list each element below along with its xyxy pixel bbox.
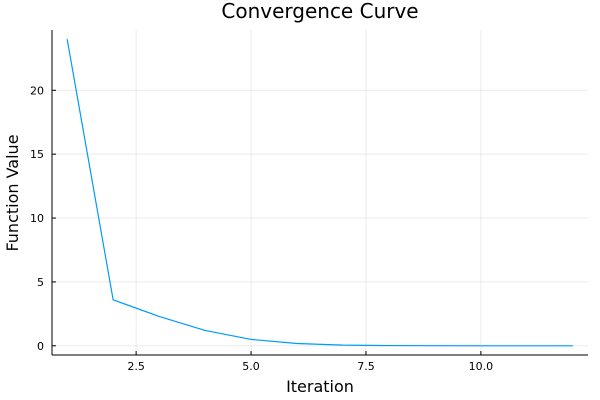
x-tick-label: 7.5 [357,360,375,373]
x-tick-label: 10.0 [469,360,494,373]
x-tick-label: 2.5 [127,360,145,373]
y-tick-label: 15 [30,148,44,161]
grid-lines [52,30,588,355]
x-tick-label: 5.0 [242,360,260,373]
series-layer [66,39,573,347]
axes [51,30,588,356]
y-axis-label: Function Value [3,134,22,251]
tick-labels: 2.5 5.0 7.5 10.0 0 5 10 15 20 [30,84,493,373]
y-tick-label: 20 [30,84,44,97]
x-axis-label: Iteration [286,377,354,396]
y-tick-label: 0 [37,340,44,353]
y-tick-label: 10 [30,212,44,225]
series-line [66,39,573,347]
chart-title: Convergence Curve [221,0,418,23]
y-tick-label: 5 [37,276,44,289]
